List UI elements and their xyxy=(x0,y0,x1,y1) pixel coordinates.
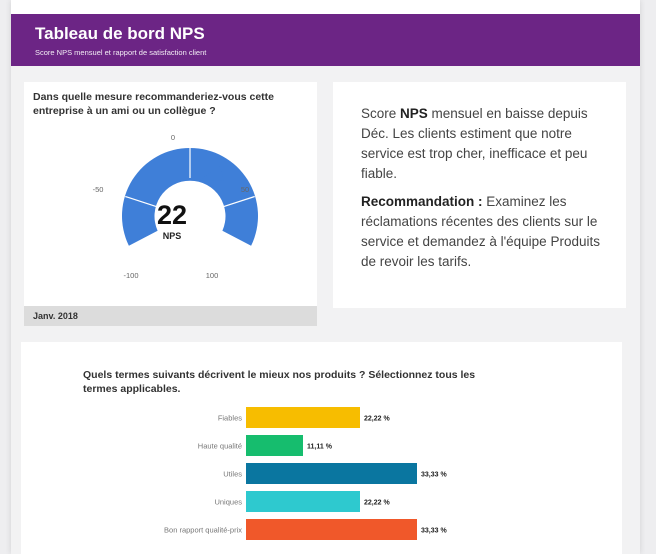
bar-category-label: Fiables xyxy=(218,414,242,423)
gauge-footer: Janv. 2018 xyxy=(24,306,317,326)
summary-bold: NPS xyxy=(400,106,428,121)
bar-value-label: 11,11 % xyxy=(307,444,333,451)
gauge-divider xyxy=(125,195,157,208)
product-terms-chart: Fiables 22,22 % Haute qualité 11,11 % Utiles… xyxy=(164,407,447,540)
dashboard-header: Tableau de bord NPS Score NPS mensuel et… xyxy=(11,14,640,66)
gauge-tick-label: 100 xyxy=(206,271,219,280)
summary-text: mensuel en baisse depuis Déc. Les client… xyxy=(361,106,588,181)
bar-category-label: Utiles xyxy=(223,470,242,479)
nps-gauge: 22 NPS -100 -50 0 50 100 xyxy=(93,133,259,280)
dashboard-frame: Tableau de bord NPS Score NPS mensuel et… xyxy=(11,0,640,554)
bar-chart-question: Quels termes suivants décrivent le mieux… xyxy=(83,369,476,395)
summary-card: Score NPS mensuel en baisse depuis Déc. … xyxy=(333,82,626,308)
bar-value-label: 22,22 % xyxy=(364,500,390,507)
bar xyxy=(246,519,417,540)
bar xyxy=(246,435,303,456)
page-title: Tableau de bord NPS xyxy=(35,24,205,43)
bar xyxy=(246,407,360,428)
bar-category-label: Haute qualité xyxy=(198,442,242,451)
bar-value-label: 33,33 % xyxy=(421,472,447,479)
nps-gauge-card: Dans quelle mesure recommanderiez-vous c… xyxy=(24,82,317,326)
bar xyxy=(246,463,417,484)
bar-category-label: Uniques xyxy=(214,498,242,507)
gauge-tick-label: 50 xyxy=(241,185,249,194)
bar xyxy=(246,491,360,512)
gauge-needle xyxy=(199,165,224,181)
recommendation-text: Examinez les réclamations récentes des c… xyxy=(361,194,600,269)
gauge-tick-label: -100 xyxy=(123,271,138,280)
bar-category-label: Bon rapport qualité-prix xyxy=(164,526,242,535)
gauge-unit: NPS xyxy=(163,231,182,241)
gauge-tick-label: -50 xyxy=(93,185,104,194)
recommendation-label: Recommandation : xyxy=(361,194,483,209)
gauge-tick-label: 0 xyxy=(171,133,175,142)
product-terms-card: Quels termes suivants décrivent le mieux… xyxy=(21,342,622,554)
page-subtitle: Score NPS mensuel et rapport de satisfac… xyxy=(35,48,207,57)
gauge-value: 22 xyxy=(157,200,187,230)
gauge-period: Janv. 2018 xyxy=(33,311,78,321)
top-strip xyxy=(11,0,640,14)
gauge-question: Dans quelle mesure recommanderiez-vous c… xyxy=(33,91,275,117)
gauge-arc xyxy=(122,147,259,246)
summary-paragraph: Score NPS mensuel en baisse depuis Déc. … xyxy=(361,104,613,184)
bar-value-label: 22,22 % xyxy=(364,416,390,423)
gauge-divider xyxy=(223,195,255,208)
bar-value-label: 33,33 % xyxy=(421,528,447,535)
recommendation-paragraph: Recommandation : Examinez les réclamatio… xyxy=(361,192,613,272)
summary-text: Score xyxy=(361,106,401,121)
